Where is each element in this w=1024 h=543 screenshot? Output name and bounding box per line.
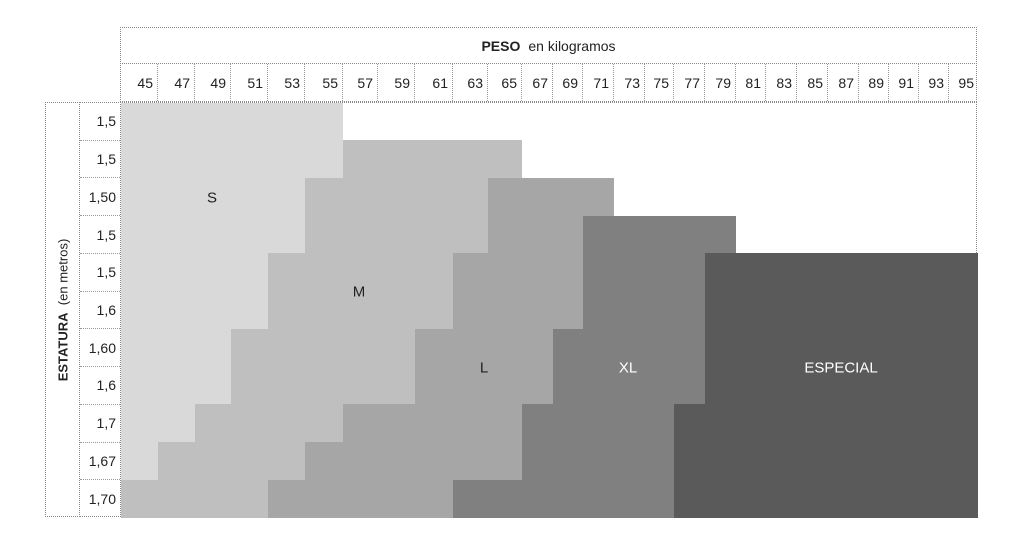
- size-region-s: [121, 103, 343, 141]
- weight-label: 79: [705, 64, 736, 101]
- weight-label: 73: [614, 64, 645, 101]
- size-label-s: S: [206, 189, 218, 207]
- size-region-m: [121, 480, 268, 518]
- size-region-m: [231, 367, 415, 405]
- size-region-m: [231, 329, 415, 368]
- height-label: 1,60: [80, 329, 120, 368]
- weight-label: 75: [645, 64, 674, 101]
- size-region-xl: [583, 291, 705, 330]
- size-region-s: [121, 367, 231, 405]
- weight-label: 53: [268, 64, 305, 101]
- weight-label: 59: [378, 64, 415, 101]
- weight-label: 77: [674, 64, 705, 101]
- weight-title-unit: en kilogramos: [528, 37, 616, 54]
- size-region-s: [121, 253, 268, 292]
- size-region-s: [121, 178, 305, 217]
- size-region-l: [488, 178, 614, 217]
- size-region-xl: [453, 480, 674, 518]
- weight-label: 93: [919, 64, 949, 101]
- size-label-m: M: [352, 283, 366, 301]
- size-region-m: [305, 178, 488, 217]
- size-region-especial: [705, 291, 978, 330]
- size-region-especial: [674, 480, 978, 518]
- weight-label: 63: [453, 64, 488, 101]
- size-region-xl: [522, 404, 674, 443]
- weight-label: 49: [195, 64, 231, 101]
- height-label: 1,6: [80, 367, 120, 405]
- height-label: 1,5: [80, 141, 120, 179]
- size-region-especial: [705, 329, 978, 368]
- size-region-especial: [674, 442, 978, 481]
- weight-label: 85: [797, 64, 828, 101]
- size-region-s: [121, 329, 231, 368]
- size-region-especial: [705, 253, 978, 292]
- size-region-m: [268, 291, 453, 330]
- size-region-l: [453, 253, 583, 292]
- weight-label: 61: [415, 64, 453, 101]
- size-region-l: [343, 404, 522, 443]
- weight-label: 69: [553, 64, 583, 101]
- weight-label: 83: [766, 64, 797, 101]
- size-region-l: [415, 329, 553, 368]
- size-region-l: [488, 216, 583, 254]
- size-region-s: [121, 216, 305, 254]
- weight-label: 89: [859, 64, 889, 101]
- size-region-m: [343, 140, 522, 179]
- height-label: 1,5: [80, 254, 120, 292]
- weight-label: 45: [121, 64, 158, 101]
- size-label-l: L: [479, 359, 489, 377]
- height-label: 1,50: [80, 178, 120, 217]
- height-title-bold: ESTATURA: [55, 311, 70, 381]
- size-region-l: [453, 291, 583, 330]
- weight-label: 87: [828, 64, 859, 101]
- weight-label: 95: [958, 74, 974, 91]
- weight-label: 71: [583, 64, 614, 101]
- size-region-l: [305, 442, 522, 481]
- weight-label: 47: [158, 64, 195, 101]
- weight-label: 81: [736, 64, 766, 101]
- size-region-especial: [705, 367, 978, 405]
- height-label: 1,5: [80, 103, 120, 141]
- height-axis-label: ESTATURA (en metros): [45, 102, 80, 517]
- size-region-xl: [553, 367, 705, 405]
- size-region-m: [305, 216, 488, 254]
- size-region-especial: [674, 404, 978, 443]
- weight-labels-row: 45 47 49 51 53 55 57 59 61 63 65 67 69 71 73 75 77 79 81 83…: [120, 63, 977, 102]
- size-label-especial: ESPECIAL: [804, 359, 878, 377]
- size-region-xl: [583, 216, 736, 254]
- size-region-l: [415, 367, 553, 405]
- size-region-s: [121, 291, 268, 330]
- weight-label: 67: [522, 64, 553, 101]
- height-label: 1,70: [88, 491, 116, 508]
- size-region-m: [195, 404, 343, 443]
- height-labels-column: 1,5 1,5 1,50 1,5 1,5 1,6 1,60 1,6 1,7 1,67 1,70: [79, 102, 121, 517]
- weight-label: 65: [488, 64, 522, 101]
- size-region-s: [121, 140, 343, 179]
- weight-label: 51: [231, 64, 268, 101]
- weight-title-bold: PESO: [481, 37, 521, 54]
- weight-label: 57: [343, 64, 378, 101]
- height-label: 1,67: [80, 443, 120, 481]
- height-label: 1,7: [80, 405, 120, 443]
- size-region-xl: [522, 442, 674, 481]
- size-region-xl: [553, 329, 705, 368]
- size-region-s: [121, 442, 158, 481]
- height-label: 1,6: [80, 292, 120, 330]
- weight-label: 91: [889, 64, 919, 101]
- size-region-xl: [583, 253, 705, 292]
- height-title-unit: (en metros): [55, 238, 70, 305]
- size-region-m: [158, 442, 305, 481]
- weight-header: PESO en kilogramos: [120, 27, 977, 64]
- size-region-s: [121, 404, 195, 443]
- size-region-m: [268, 253, 453, 292]
- weight-label: 55: [305, 64, 343, 101]
- size-label-xl: XL: [618, 359, 638, 377]
- size-grid: S M L XL ESPECIAL: [120, 102, 978, 518]
- size-region-l: [268, 480, 453, 518]
- height-label: 1,5: [80, 216, 120, 254]
